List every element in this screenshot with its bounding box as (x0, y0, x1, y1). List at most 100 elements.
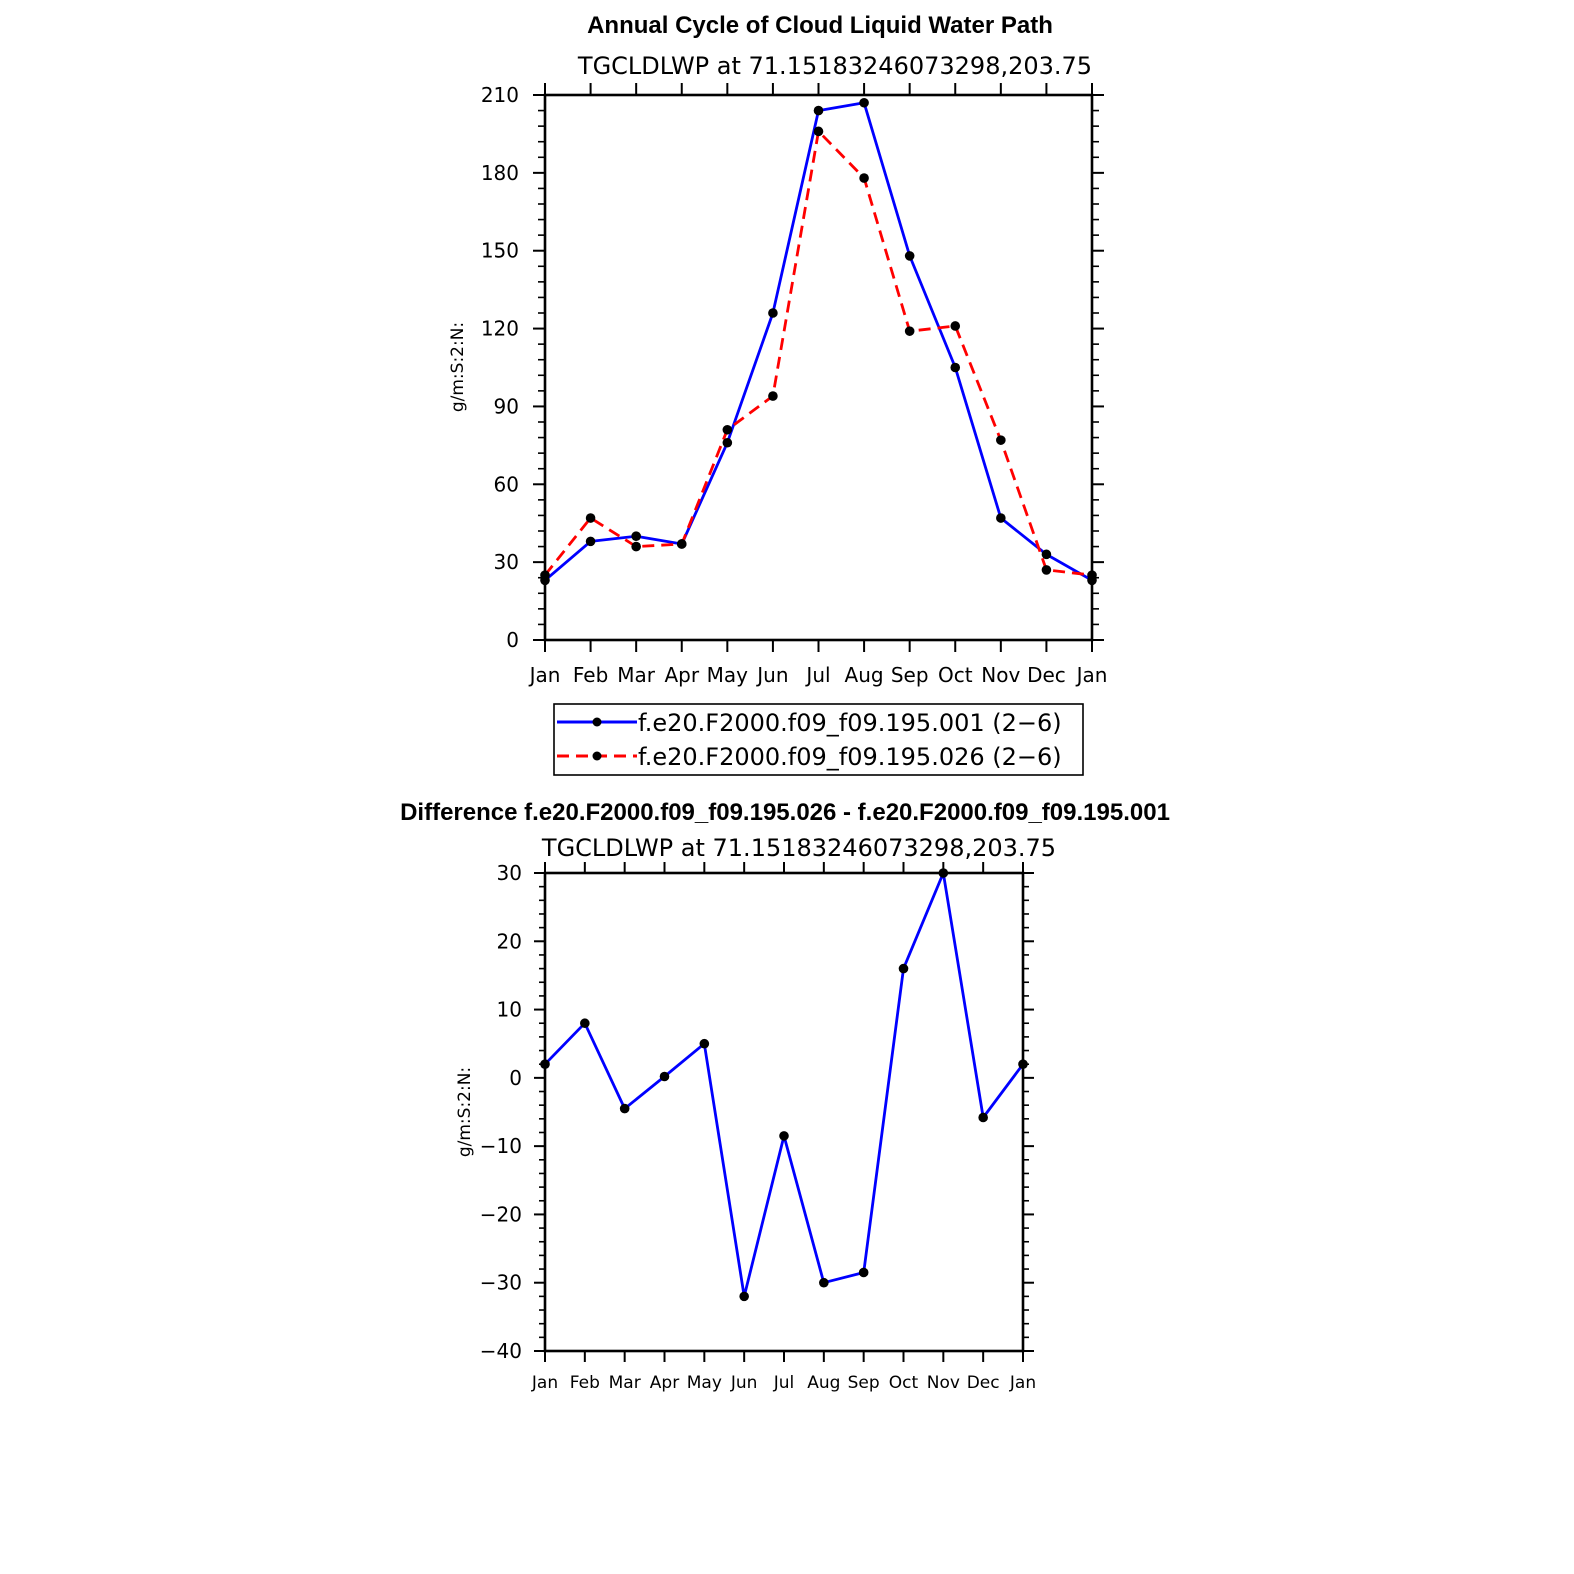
chart-2-y-axis-label: g/m:S:2:N: (455, 1067, 475, 1157)
chart-2-title: Difference f.e20.F2000.f09_f09.195.026 -… (400, 799, 1170, 826)
chart-2-x-tick-label: Feb (570, 1373, 600, 1393)
chart-2-plot-area (543, 871, 1025, 1353)
chart-2-x-tick-label: Mar (609, 1373, 641, 1393)
chart-1-series-1-point (904, 251, 915, 261)
chart-1-x-tick-label: Jun (755, 663, 788, 687)
chart-2-x-tick-label: Jan (1009, 1373, 1036, 1393)
chart-2-x-tick-label: Sep (848, 1373, 880, 1393)
chart-2-y-tick-label: 20 (497, 929, 522, 953)
chart-2-series-1-point (699, 1038, 710, 1049)
chart-1-x-tick-label: Apr (664, 663, 699, 687)
chart-2-series-1-point (858, 1267, 869, 1278)
chart-1-series-2-point (768, 391, 778, 401)
chart-2-series-1-point (540, 1059, 550, 1069)
chart-1-y-tick-label: 150 (481, 239, 519, 263)
chart-2-x-tick-label: Nov (927, 1373, 960, 1393)
chart-1-frame (543, 93, 1094, 642)
chart-1-y-tick-label: 0 (506, 628, 519, 652)
chart-1-y-tick-label: 30 (494, 550, 519, 574)
chart-2-x-tick-label: Jul (773, 1373, 795, 1393)
chart-1-series-1-point (859, 97, 869, 108)
chart-1-y-tick-label: 210 (481, 83, 519, 107)
chart-1-series-1-point (585, 536, 596, 547)
chart-1-series-1-point (768, 308, 778, 318)
legend-box (553, 703, 1084, 776)
chart-1-axes: Jan Feb Mar Apr May Jun Jul Aug Sep Oct Nov Dec Jan 0… (481, 83, 1108, 687)
chart-1-series-1-line (544, 101, 1093, 582)
chart-1-series-1-point (1041, 549, 1052, 560)
chart-1-series-2-point (813, 126, 824, 137)
chart-1-series-2-point (585, 513, 596, 523)
chart-1-y-tick-label: 90 (494, 394, 519, 418)
chart-2-y-tick-label: −40 (480, 1339, 522, 1363)
chart-1-series-2-point (1087, 570, 1097, 580)
legend-marker-series-1 (592, 717, 602, 727)
chart-1-y-tick-label: 180 (481, 161, 519, 185)
chart-2-series-1-point (739, 1291, 749, 1302)
chart-1-series-2-line (543, 129, 1093, 577)
chart-1-y-axis-label: g/m:S:2:N: (448, 322, 468, 412)
chart-1-x-tick-label: Feb (573, 663, 608, 687)
chart-2-x-tick-label: Oct (889, 1373, 919, 1393)
chart-1-x-tick-label: Dec (1027, 663, 1066, 687)
chart-1-series-1-point (722, 437, 733, 448)
chart-2-series-1-point (978, 1112, 988, 1123)
chart-2-axes: Jan Feb Mar Apr May Jun Jul Aug Sep Oct Nov Dec Jan−… (480, 861, 1036, 1393)
chart-1-y-tick-label: 60 (494, 472, 519, 496)
chart-1-x-tick-label: Oct (938, 663, 973, 687)
chart-2-series-1-point (580, 1018, 590, 1029)
chart-2-x-tick-label: Aug (807, 1373, 840, 1393)
chart-1-x-tick-label: Jan (528, 663, 561, 687)
chart-2-series-1-line (543, 871, 1025, 1298)
chart-1-series-2-point (676, 539, 687, 549)
chart-1-series-1-point (996, 513, 1006, 523)
chart-1-series-2-point (950, 321, 961, 331)
chart-1-x-tick-label: Mar (617, 663, 656, 687)
chart-1-y-tick-label: 120 (481, 317, 519, 341)
chart-2-series (540, 868, 1028, 1302)
chart-1-series-1-point (813, 105, 824, 116)
chart-1-x-tick-label: Nov (981, 663, 1020, 687)
chart-1-x-tick-label: Aug (845, 663, 884, 687)
chart-1-series-2-point (722, 424, 733, 435)
chart-1-title: Annual Cycle of Cloud Liquid Water Path (587, 12, 1053, 39)
chart-2-y-tick-label: −10 (480, 1134, 522, 1158)
legend-label-series-1: f.e20.F2000.f09_f09.195.001 (2−6) (638, 709, 1062, 737)
chart-2-series-1-point (819, 1277, 829, 1288)
chart-2-series-1-point (938, 868, 949, 878)
chart-2-subtitle: TGCLDLWP at 71.15183246073298,203.75 (541, 834, 1056, 862)
legend-label-series-2: f.e20.F2000.f09_f09.195.026 (2−6) (638, 743, 1062, 771)
chart-2-y-tick-label: 10 (497, 998, 522, 1022)
chart-1-plot-area (543, 93, 1094, 642)
chart-2-series-1-point (898, 963, 909, 974)
chart-1-x-tick-label: Jul (804, 663, 830, 687)
chart-1-series-2-point (904, 326, 915, 336)
chart-2-series-1-point (659, 1071, 670, 1082)
chart-2-x-tick-label: Jan (531, 1373, 558, 1393)
legend-marker-series-2 (592, 751, 602, 761)
chart-1-series-2-point (1041, 565, 1052, 575)
chart-2-y-tick-label: 0 (509, 1066, 522, 1090)
chart-2-x-tick-label: Jun (730, 1373, 758, 1393)
chart-1-series-2-point (540, 570, 550, 580)
chart-2-x-tick-label: Dec (967, 1373, 1000, 1393)
chart-2-y-tick-label: −30 (480, 1271, 522, 1295)
chart-1-x-tick-label: Jan (1075, 663, 1108, 687)
chart-1-subtitle: TGCLDLWP at 71.15183246073298,203.75 (577, 52, 1092, 80)
chart-1-x-tick-label: Sep (891, 663, 929, 687)
chart-2-frame (543, 871, 1025, 1353)
chart-1-x-tick-label: May (707, 663, 749, 687)
chart-2-series-1-point (1018, 1059, 1028, 1069)
chart-2-x-tick-label: Apr (650, 1373, 679, 1393)
chart-1-series-2-point (631, 541, 641, 552)
chart-2-series-1-point (779, 1131, 789, 1141)
chart-2-x-tick-label: May (687, 1373, 722, 1393)
chart-2-y-tick-label: 30 (497, 861, 522, 885)
chart-1-series-1-point (950, 362, 961, 373)
chart-1-series (540, 97, 1097, 586)
chart-1-series-2-point (859, 173, 869, 183)
chart-1-series-1-point (631, 531, 641, 541)
chart-1-series-2-point (996, 435, 1006, 445)
chart-2-series-1-point (619, 1103, 630, 1114)
